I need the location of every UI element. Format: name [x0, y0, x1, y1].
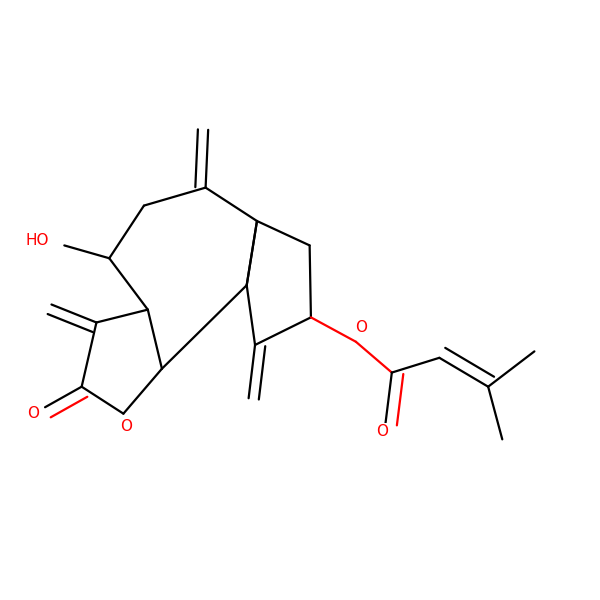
Text: O: O — [355, 320, 367, 335]
Text: O: O — [28, 406, 40, 421]
Text: O: O — [121, 419, 133, 434]
Text: HO: HO — [26, 233, 49, 248]
Text: O: O — [376, 424, 388, 439]
